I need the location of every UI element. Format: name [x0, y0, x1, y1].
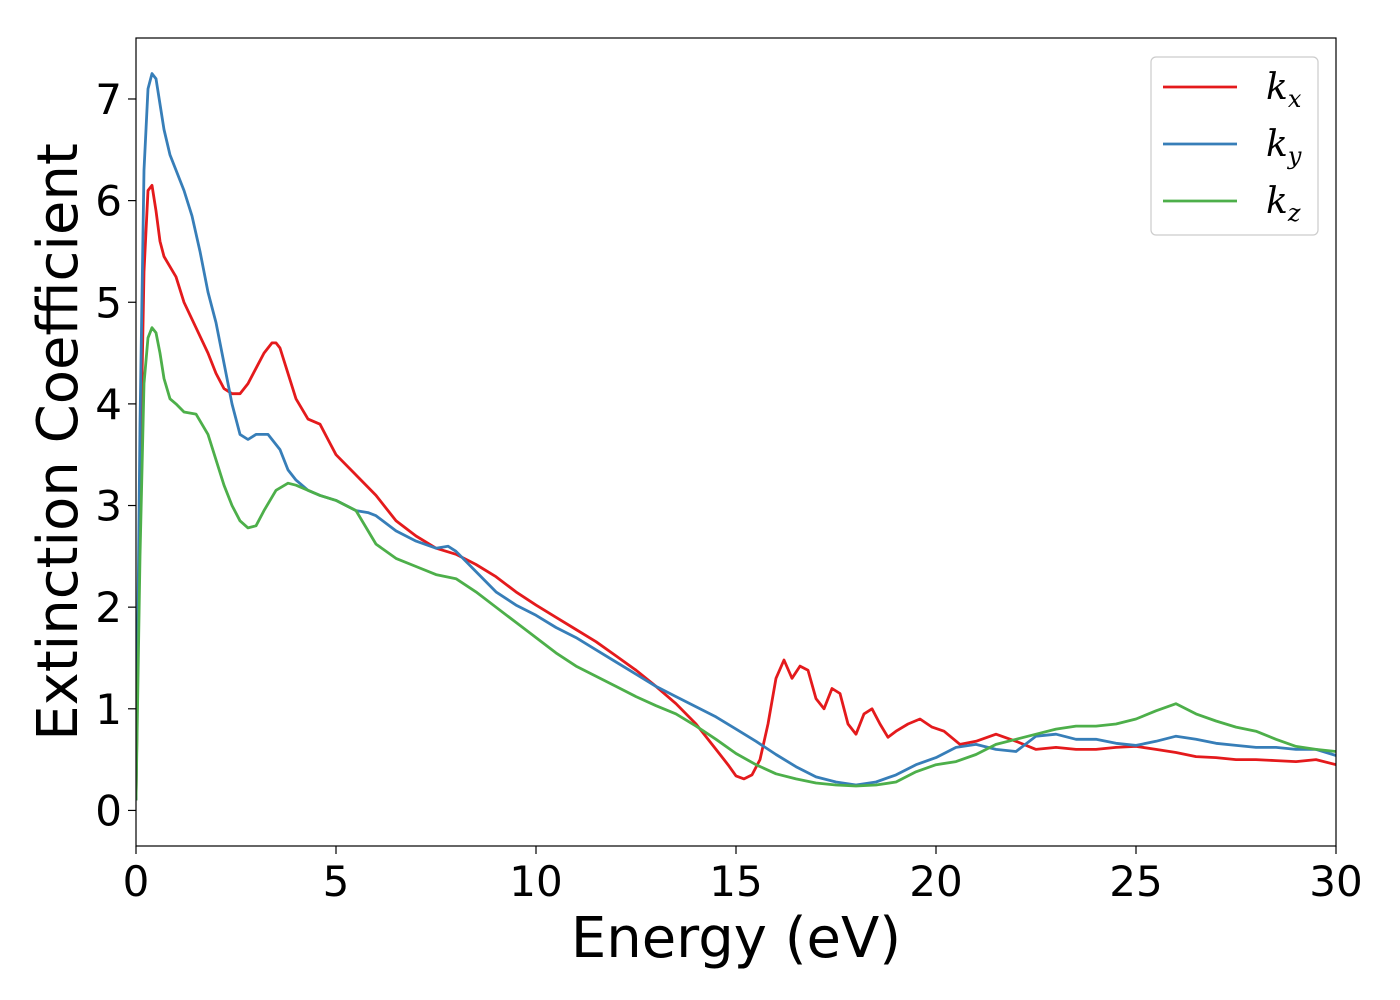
legend-label-base: k [1266, 181, 1288, 222]
y-axis-ticks: 0 1 2 3 4 5 6 7 [95, 75, 136, 835]
series-line-ky [136, 72, 1336, 801]
y-axis-label: Extinction Coefficient [26, 143, 91, 741]
legend-label-subscript: y [1287, 142, 1302, 170]
y-tick-label: 4 [95, 380, 122, 429]
legend-label-kx: kx [1266, 67, 1302, 113]
legend-label-subscript: z [1287, 199, 1301, 227]
x-tick-label: 5 [323, 857, 350, 906]
series-line-kz [136, 326, 1336, 801]
x-tick-label: 15 [709, 857, 762, 906]
x-axis-ticks: 0 5 10 15 20 25 30 [123, 846, 1363, 906]
series-layer [136, 72, 1336, 801]
y-tick-label: 7 [95, 75, 122, 124]
legend-label-kz: kz [1266, 181, 1301, 227]
legend-label-base: k [1266, 124, 1288, 165]
x-tick-label: 30 [1309, 857, 1362, 906]
y-tick-label: 0 [95, 786, 122, 835]
legend-label-ky: ky [1266, 124, 1302, 170]
y-tick-label: 3 [95, 482, 122, 531]
legend-label-base: k [1266, 67, 1288, 108]
x-tick-label: 10 [509, 857, 562, 906]
y-tick-label: 6 [95, 177, 122, 226]
x-axis-label: Energy (eV) [571, 906, 901, 971]
x-tick-label: 0 [123, 857, 150, 906]
legend-label-subscript: x [1288, 85, 1302, 113]
y-tick-label: 1 [95, 685, 122, 734]
legend-box [1150, 56, 1319, 236]
x-tick-label: 20 [909, 857, 962, 906]
y-tick-label: 5 [95, 278, 122, 327]
x-tick-label: 25 [1109, 857, 1162, 906]
y-tick-label: 2 [95, 583, 122, 632]
